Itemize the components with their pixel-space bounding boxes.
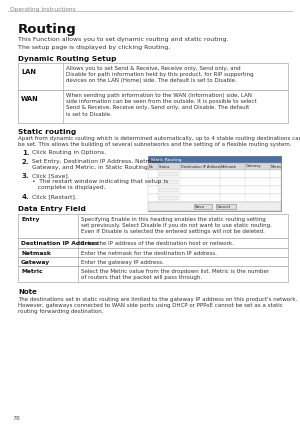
Text: Routing: Routing [18, 23, 77, 36]
Bar [18, 63, 288, 90]
Text: Click [Restart].: Click [Restart]. [32, 194, 77, 199]
Text: 78: 78 [12, 416, 20, 421]
Text: LAN: LAN [21, 69, 36, 75]
Text: Click [Save].: Click [Save]. [32, 173, 70, 178]
Bar [148, 194, 281, 202]
Text: Note: Note [18, 289, 37, 295]
Text: Metric: Metric [271, 165, 282, 168]
Text: Gateway: Gateway [246, 165, 262, 168]
Bar [148, 156, 281, 163]
Text: Operating Instructions: Operating Instructions [10, 7, 76, 12]
Bar [148, 163, 281, 170]
Text: Gateway: Gateway [21, 260, 50, 265]
Text: Enter the gateway IP address.: Enter the gateway IP address. [81, 260, 164, 265]
Text: Static routing: Static routing [18, 129, 76, 135]
Text: Enter the IP address of the destination host or network.: Enter the IP address of the destination … [81, 241, 234, 246]
Text: 4.: 4. [22, 194, 30, 200]
Text: Enter the netmask for the destination IP address.: Enter the netmask for the destination IP… [81, 251, 217, 256]
Bar [216, 204, 236, 209]
Text: This Function allows you to set dynamic routing and static routing.: This Function allows you to set dynamic … [18, 37, 229, 42]
Text: 3.: 3. [22, 173, 30, 179]
Text: Cancel: Cancel [217, 204, 231, 209]
Bar [18, 266, 288, 282]
Text: Netmask: Netmask [221, 165, 237, 168]
Text: WAN: WAN [21, 96, 39, 102]
Bar [159, 172, 178, 176]
Text: No: No [149, 165, 154, 168]
Bar [148, 186, 281, 194]
Text: The destinations set in static routing are limited to the gateway IP address on : The destinations set in static routing a… [18, 297, 297, 315]
Bar [148, 156, 281, 211]
Bar [148, 202, 281, 211]
Bar [148, 178, 281, 186]
Text: •  The restart window indicating that setup is: • The restart window indicating that set… [32, 179, 168, 184]
Text: Allows you to set Send & Receive, Receive only, Send only, and
Disable for path : Allows you to set Send & Receive, Receiv… [66, 66, 254, 84]
Text: 2.: 2. [22, 159, 29, 165]
Bar [148, 170, 281, 178]
Text: Data Entry Field: Data Entry Field [18, 206, 86, 212]
Bar [159, 180, 178, 184]
Text: 1.: 1. [22, 150, 30, 156]
Text: complete is displayed.: complete is displayed. [32, 185, 106, 190]
Bar [194, 204, 212, 209]
Bar [18, 238, 288, 248]
Text: Set Entry, Destination IP Address, Netmask,: Set Entry, Destination IP Address, Netma… [32, 159, 164, 164]
Bar [18, 214, 288, 238]
Text: Select the Metric value from the dropdown list. Metric is the number
of routers : Select the Metric value from the dropdow… [81, 269, 269, 280]
Text: Static Routing: Static Routing [151, 157, 182, 162]
Text: Metric: Metric [21, 269, 43, 274]
Bar [159, 188, 178, 192]
Bar [159, 196, 178, 200]
Text: Specifying Enable in this heading enables the static routing setting
set previou: Specifying Enable in this heading enable… [81, 217, 272, 234]
Bar [18, 248, 288, 257]
Text: Destination IP Address: Destination IP Address [21, 241, 98, 246]
Text: Entry: Entry [21, 217, 39, 222]
Text: Gateway, and Metric, in Static Routing.: Gateway, and Metric, in Static Routing. [32, 165, 150, 170]
Text: When sending path information to the WAN (Information) side, LAN
side informatio: When sending path information to the WAN… [66, 93, 256, 117]
Text: Netmask: Netmask [21, 251, 51, 256]
Text: Destination IP Address: Destination IP Address [181, 165, 221, 168]
Text: Click Routing in Options.: Click Routing in Options. [32, 150, 106, 155]
Text: Dynamic Routing Setup: Dynamic Routing Setup [18, 56, 116, 62]
Bar [18, 90, 288, 123]
Text: The setup page is displayed by clicking Routing.: The setup page is displayed by clicking … [18, 45, 170, 50]
Bar [18, 257, 288, 266]
Text: Save: Save [195, 204, 205, 209]
Text: Status: Status [159, 165, 170, 168]
Text: Apart from dynamic routing which is determined automatically, up to 4 stable rou: Apart from dynamic routing which is dete… [18, 136, 300, 147]
